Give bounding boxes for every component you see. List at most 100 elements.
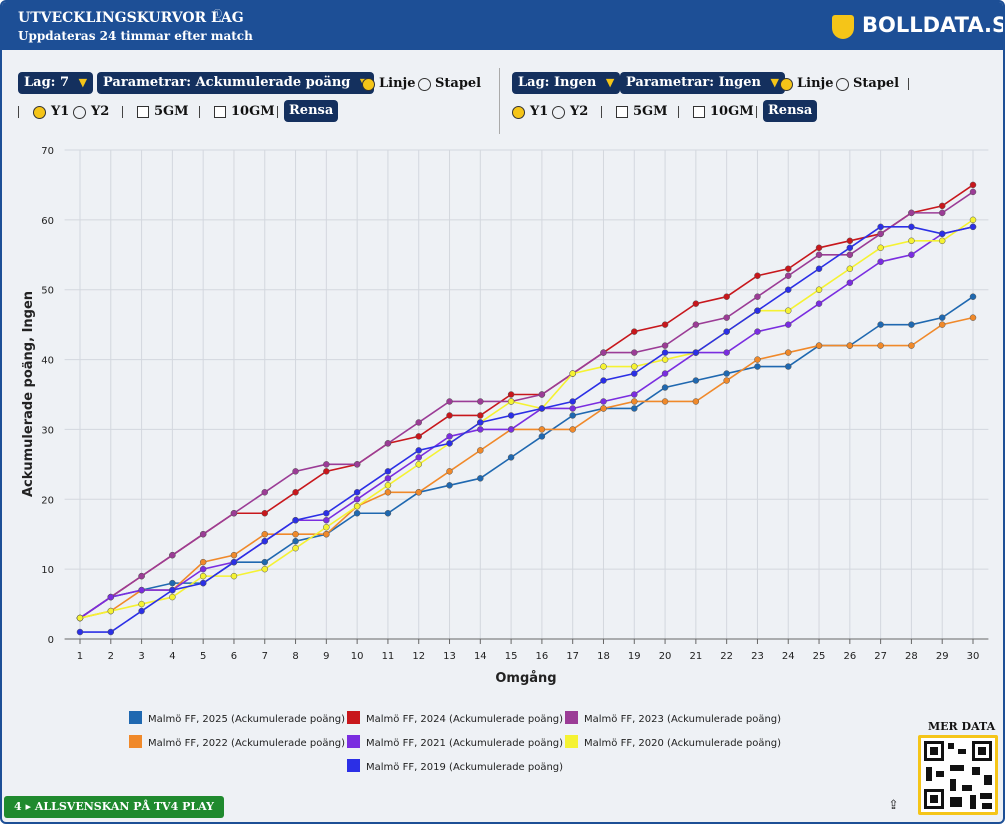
legend-label: Malmö FF, 2025 (Ackumulerade poäng)	[148, 714, 345, 725]
x-tick-label: 12	[412, 651, 425, 662]
checkbox[interactable]	[137, 106, 149, 118]
data-point	[538, 405, 546, 412]
clear-button[interactable]: Rensa	[284, 100, 339, 122]
data-point	[631, 363, 638, 370]
data-point	[169, 586, 176, 594]
qr-code[interactable]	[918, 735, 998, 815]
data-point	[199, 579, 207, 587]
data-point	[723, 377, 730, 384]
data-point	[446, 398, 453, 405]
data-point	[754, 307, 761, 314]
data-point	[230, 558, 238, 566]
data-point	[908, 209, 915, 217]
data-point	[784, 363, 792, 370]
data-point	[877, 244, 884, 252]
data-point	[846, 237, 854, 245]
logo[interactable]: BOLLDATA.SE	[862, 13, 1003, 37]
x-tick-label: 8	[292, 651, 298, 662]
radio-label: Linje	[797, 76, 834, 91]
data-point	[261, 537, 269, 545]
data-point	[415, 489, 422, 496]
data-point	[446, 440, 453, 447]
y-tick-label: 60	[41, 216, 54, 227]
data-point	[538, 426, 546, 433]
data-point	[692, 349, 700, 356]
data-point	[754, 307, 761, 314]
data-point	[76, 614, 84, 622]
info-icon[interactable]: ⓘ	[213, 10, 223, 20]
data-point	[877, 230, 884, 238]
legend-label: Malmö FF, 2024 (Ackumulerade poäng)	[366, 714, 563, 725]
radio[interactable]	[418, 78, 431, 91]
title: UTVECKLINGSKURVOR LAG	[18, 10, 244, 26]
data-point	[323, 510, 330, 517]
data-point	[477, 447, 484, 454]
radio[interactable]	[512, 106, 525, 119]
data-point	[446, 468, 453, 475]
checkbox-label: 5GM	[633, 104, 668, 119]
data-point	[938, 314, 946, 321]
parameter-dropdown[interactable]: Parametrar: Ackumulerade poäng	[97, 72, 375, 94]
data-point	[230, 510, 238, 517]
checkbox[interactable]	[693, 106, 705, 118]
series-line	[79, 191, 974, 619]
clear-button[interactable]: Rensa	[763, 100, 818, 122]
data-point	[415, 461, 422, 468]
radio[interactable]	[362, 78, 375, 91]
data-point	[877, 342, 884, 349]
radio[interactable]	[33, 106, 46, 119]
legend-swatch	[129, 711, 142, 724]
share-icon[interactable]: ⇪	[888, 798, 899, 813]
tv4-badge[interactable]: 4 ▸ ALLSVENSKAN PÅ TV4 PLAY	[4, 796, 224, 818]
data-point	[353, 510, 361, 517]
data-point	[261, 530, 269, 538]
x-tick-label: 26	[843, 651, 856, 662]
data-point	[107, 593, 115, 601]
data-point	[600, 405, 607, 412]
x-tick-label: 14	[474, 651, 487, 662]
legend-swatch	[565, 735, 578, 748]
radio[interactable]	[73, 106, 86, 119]
data-point	[938, 230, 946, 238]
data-point	[415, 419, 422, 426]
data-point	[723, 328, 730, 335]
checkbox-label: 5GM	[154, 104, 189, 119]
data-point	[600, 377, 607, 384]
data-point	[292, 537, 299, 545]
data-point	[538, 433, 546, 440]
data-point	[353, 461, 361, 468]
checkbox[interactable]	[616, 106, 628, 118]
data-point	[76, 614, 84, 622]
radio[interactable]	[836, 78, 849, 91]
radio[interactable]	[780, 78, 793, 91]
team-dropdown[interactable]: Lag: Ingen	[512, 72, 621, 94]
data-point	[908, 237, 915, 245]
data-point	[323, 468, 330, 475]
x-tick-label: 7	[262, 651, 268, 662]
x-tick-label: 10	[351, 651, 364, 662]
radio[interactable]	[552, 106, 565, 119]
data-point	[507, 426, 515, 433]
data-point	[600, 349, 607, 356]
data-point	[723, 370, 730, 377]
data-point	[631, 391, 638, 398]
y-tick-label: 0	[48, 635, 54, 646]
x-tick-label: 20	[659, 651, 672, 662]
data-point	[384, 440, 392, 447]
data-point	[815, 265, 823, 273]
data-point	[569, 412, 576, 419]
x-axis-label: Omgång	[495, 671, 556, 686]
data-point	[692, 349, 700, 356]
data-point	[323, 461, 330, 468]
data-point	[477, 475, 484, 482]
parameter-dropdown[interactable]: Parametrar: Ingen	[620, 72, 785, 94]
data-point	[507, 412, 515, 419]
team-dropdown[interactable]: Lag: 7	[18, 72, 94, 94]
data-point	[323, 516, 330, 524]
data-point	[908, 223, 915, 231]
separator	[277, 106, 278, 118]
checkbox[interactable]	[214, 106, 226, 118]
data-point	[938, 209, 946, 217]
data-point	[446, 482, 453, 489]
data-point	[384, 468, 392, 475]
